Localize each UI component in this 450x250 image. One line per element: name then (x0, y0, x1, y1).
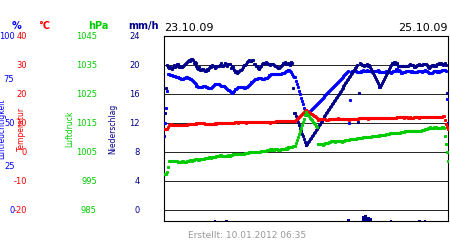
Bar (398, 220, 400, 221)
Text: -10: -10 (14, 177, 27, 186)
Text: hPa: hPa (88, 21, 108, 31)
Bar (370, 218, 372, 221)
Text: 1025: 1025 (76, 90, 97, 99)
Text: Niederschlag: Niederschlag (108, 104, 117, 154)
Text: 30: 30 (16, 61, 27, 70)
Text: 1035: 1035 (76, 61, 97, 70)
Text: °C: °C (38, 21, 50, 31)
Text: 50: 50 (4, 119, 14, 128)
Text: 1045: 1045 (76, 32, 97, 41)
Text: 25: 25 (4, 162, 14, 171)
Bar (418, 220, 421, 221)
Text: 1015: 1015 (76, 119, 97, 128)
Text: 4: 4 (134, 177, 140, 186)
Text: Erstellt: 10.01.2012 06:35: Erstellt: 10.01.2012 06:35 (189, 231, 306, 240)
Text: 20: 20 (129, 61, 140, 70)
Text: 10: 10 (17, 119, 27, 128)
Text: 0: 0 (9, 206, 14, 215)
Text: 16: 16 (129, 90, 140, 99)
Text: 25.10.09: 25.10.09 (398, 22, 448, 32)
Text: 0: 0 (22, 148, 27, 157)
Bar (347, 219, 350, 221)
Text: 20: 20 (17, 90, 27, 99)
Bar (361, 216, 364, 221)
Text: 23.10.09: 23.10.09 (164, 22, 214, 32)
Text: mm/h: mm/h (128, 21, 159, 31)
Bar (214, 220, 216, 221)
Text: 12: 12 (129, 119, 140, 128)
Text: 0: 0 (134, 206, 140, 215)
Text: 100: 100 (0, 32, 14, 41)
Text: 1005: 1005 (76, 148, 97, 157)
Bar (364, 215, 367, 221)
Bar (367, 217, 369, 221)
Text: %: % (11, 21, 21, 31)
Text: Luftfeuchtigkeit: Luftfeuchtigkeit (0, 98, 6, 159)
Text: 8: 8 (134, 148, 140, 157)
Text: 40: 40 (17, 32, 27, 41)
Text: Temperatur: Temperatur (17, 107, 26, 151)
Bar (390, 220, 392, 221)
Text: 75: 75 (4, 75, 14, 84)
Text: 24: 24 (129, 32, 140, 41)
Text: 985: 985 (81, 206, 97, 215)
Text: Luftdruck: Luftdruck (65, 110, 74, 147)
Text: 995: 995 (81, 177, 97, 186)
Bar (228, 220, 230, 221)
Bar (225, 220, 228, 221)
Text: -20: -20 (14, 206, 27, 215)
Bar (424, 220, 426, 221)
